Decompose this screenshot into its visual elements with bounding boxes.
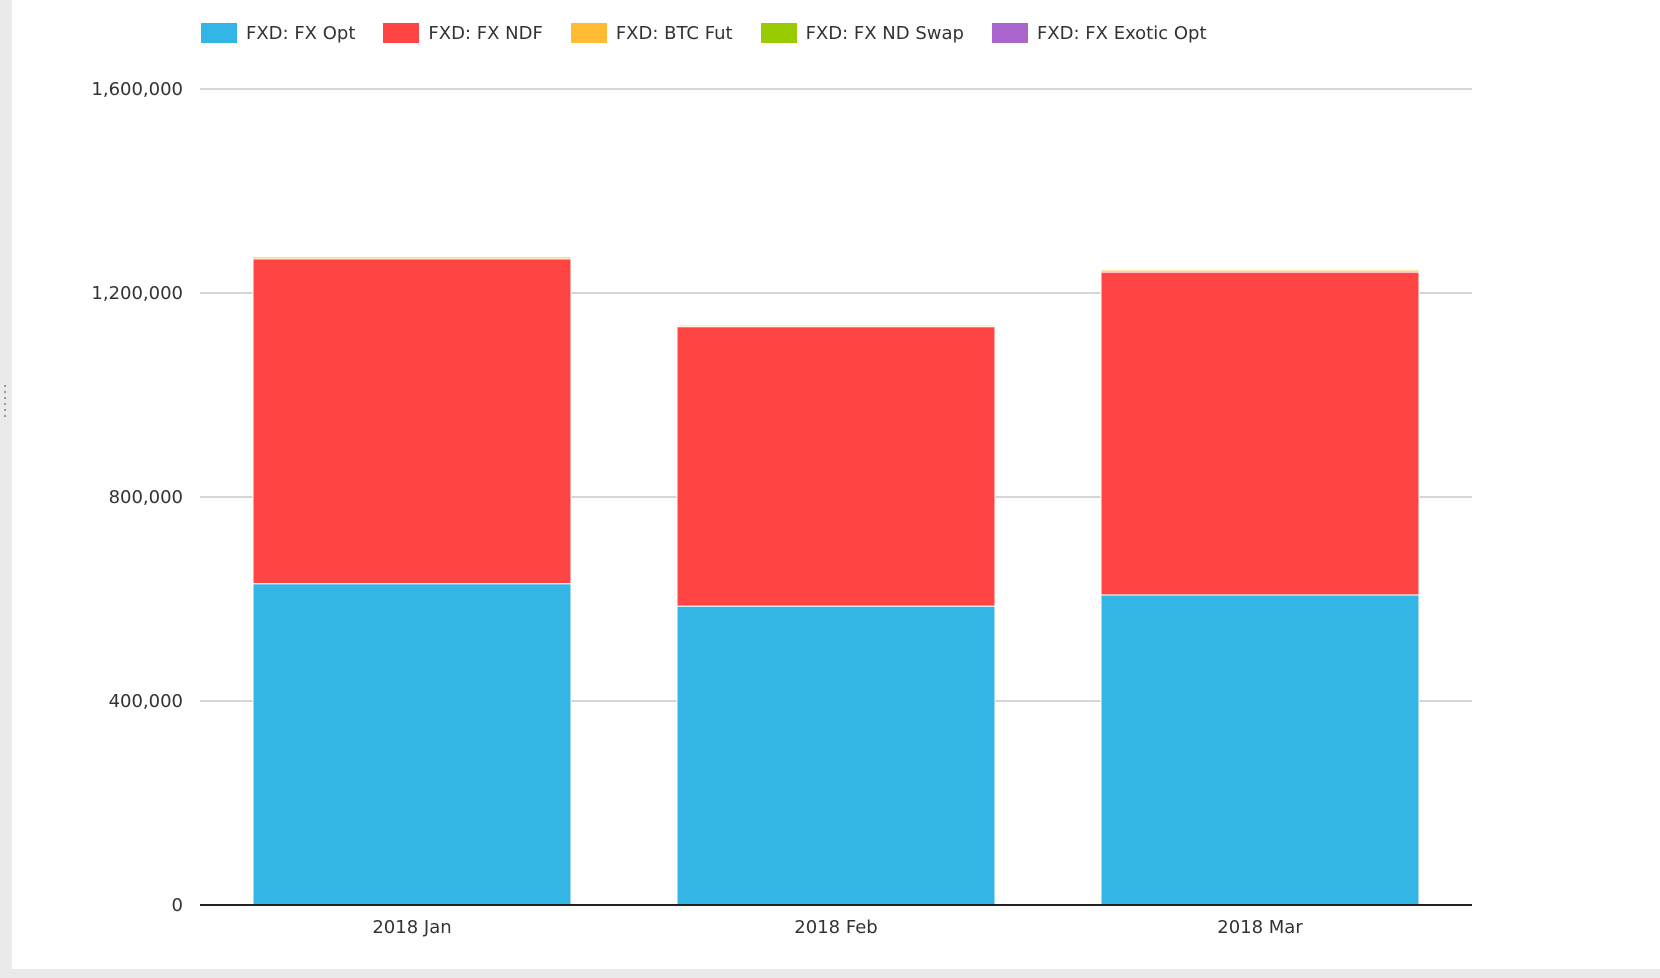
legend-item-fx-ndf[interactable]: FXD: FX NDF bbox=[383, 22, 543, 44]
bar-segment bbox=[1100, 271, 1420, 596]
x-tick-label: 2018 Jan bbox=[372, 917, 451, 938]
legend-swatch bbox=[201, 23, 237, 43]
bar-segment bbox=[676, 326, 996, 607]
bar-segment bbox=[676, 605, 996, 906]
legend-label: FXD: FX Exotic Opt bbox=[1036, 22, 1207, 44]
legend-item-fx-exotic-opt[interactable]: FXD: FX Exotic Opt bbox=[991, 22, 1207, 44]
legend-label: FXD: FX Opt bbox=[246, 22, 356, 44]
legend-item-fx-nd-swap[interactable]: FXD: FX ND Swap bbox=[760, 22, 964, 44]
legend-swatch bbox=[383, 23, 420, 43]
chart-legend: FXD: FX Opt FXD: FX NDF FXD: BTC Fut FXD… bbox=[201, 20, 1207, 46]
bar-segment bbox=[252, 583, 572, 906]
legend-item-btc-fut[interactable]: FXD: BTC Fut bbox=[570, 22, 733, 44]
legend-label: FXD: BTC Fut bbox=[615, 22, 733, 44]
chart-axes: 0 400,000 800,000 1,200,000 1,600,000 2018 Ja… bbox=[91, 79, 1472, 938]
y-tick-label: 0 bbox=[172, 895, 183, 916]
x-tick-label: 2018 Mar bbox=[1217, 917, 1303, 938]
y-tick-label: 1,600,000 bbox=[91, 79, 183, 100]
bar-segment bbox=[1100, 594, 1420, 906]
legend-swatch bbox=[760, 23, 797, 43]
x-tick-label: 2018 Feb bbox=[794, 917, 877, 938]
bar-stacks bbox=[252, 255, 1420, 906]
y-tick-label: 800,000 bbox=[109, 487, 183, 508]
resize-grip-icon[interactable] bbox=[3, 383, 7, 419]
legend-label: FXD: FX NDF bbox=[428, 22, 543, 44]
bar-segment bbox=[252, 258, 572, 585]
legend-item-fx-opt[interactable]: FXD: FX Opt bbox=[201, 23, 355, 44]
y-tick-label: 1,200,000 bbox=[91, 283, 183, 304]
legend-swatch bbox=[991, 23, 1028, 43]
legend-swatch bbox=[570, 23, 607, 43]
legend-label: FXD: FX ND Swap bbox=[805, 22, 964, 44]
y-tick-label: 400,000 bbox=[109, 691, 183, 712]
